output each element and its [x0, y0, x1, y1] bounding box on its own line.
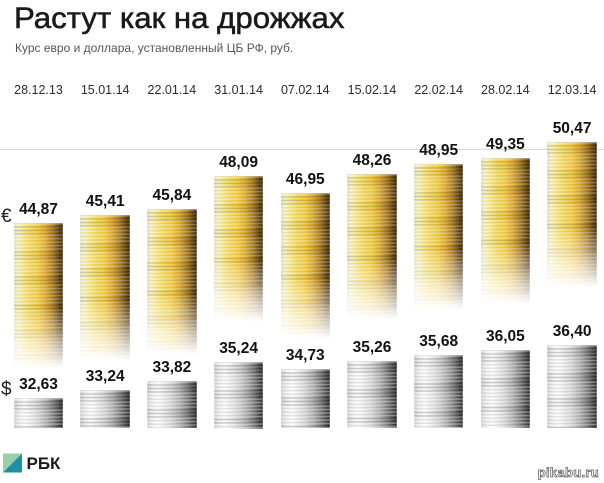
svg-text:РБК: РБК [26, 454, 61, 473]
